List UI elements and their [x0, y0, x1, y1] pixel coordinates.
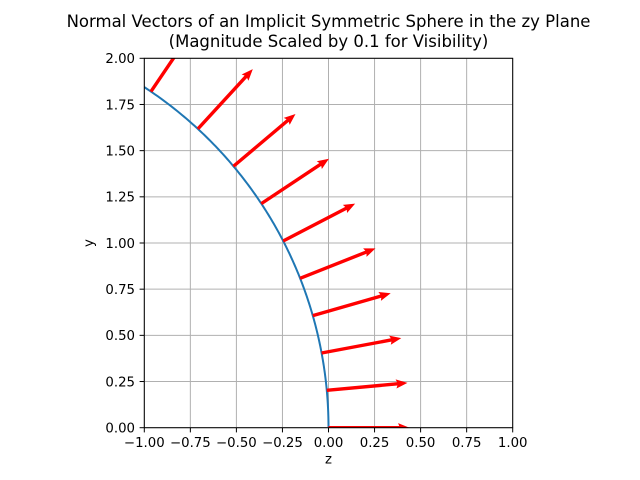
normal-vector-arrow	[232, 113, 296, 168]
normal-vector-arrow	[321, 335, 402, 355]
sphere-curve	[144, 86, 330, 427]
x-tick-label: −0.75	[170, 436, 211, 451]
y-tick-label: 0.50	[105, 329, 135, 344]
x-tick-label: −1.00	[124, 436, 165, 451]
grid	[143, 57, 514, 429]
normal-vector-arrow	[149, 58, 176, 93]
y-tick-label: 1.00	[105, 237, 135, 252]
x-tick-label: 0.00	[314, 436, 344, 451]
normal-vector-arrow	[282, 203, 356, 243]
x-tick-label: −0.25	[262, 436, 303, 451]
x-tick-label: 1.00	[498, 436, 528, 451]
x-tick-label: 0.25	[360, 436, 390, 451]
y-tick-label: 1.25	[105, 191, 135, 206]
normal-vector-arrow	[299, 248, 376, 280]
x-tick-label: 0.75	[452, 436, 482, 451]
normal-vector-arrow	[260, 158, 329, 206]
normal-vector-arrow	[326, 379, 408, 393]
y-tick-label: 0.00	[105, 422, 135, 437]
normal-vector-arrow	[328, 423, 410, 428]
x-tick-label: −0.50	[216, 436, 257, 451]
y-tick-label: 1.50	[105, 144, 135, 159]
y-tick-label: 1.75	[105, 98, 135, 113]
ticks: −1.00 −0.75 −0.50 −0.25 0.00 0.25 0.50 0.75 1.00…	[105, 52, 527, 451]
y-tick-label: 0.75	[105, 283, 135, 298]
normal-vector-arrow	[312, 292, 391, 318]
x-tick-label: 0.50	[406, 436, 436, 451]
y-axis-label: y	[82, 239, 97, 247]
normal-vector-arrow	[196, 69, 253, 131]
y-tick-label: 0.25	[105, 375, 135, 390]
plot-data	[144, 58, 410, 428]
y-tick-label: 2.00	[105, 52, 135, 67]
x-axis-label: z	[325, 453, 332, 468]
chart-title: Normal Vectors of an Implicit Symmetric …	[66, 12, 591, 51]
